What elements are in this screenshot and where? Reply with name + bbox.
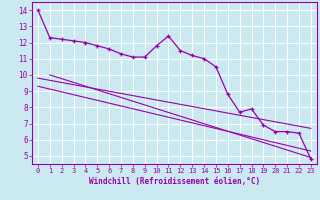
X-axis label: Windchill (Refroidissement éolien,°C): Windchill (Refroidissement éolien,°C): [89, 177, 260, 186]
